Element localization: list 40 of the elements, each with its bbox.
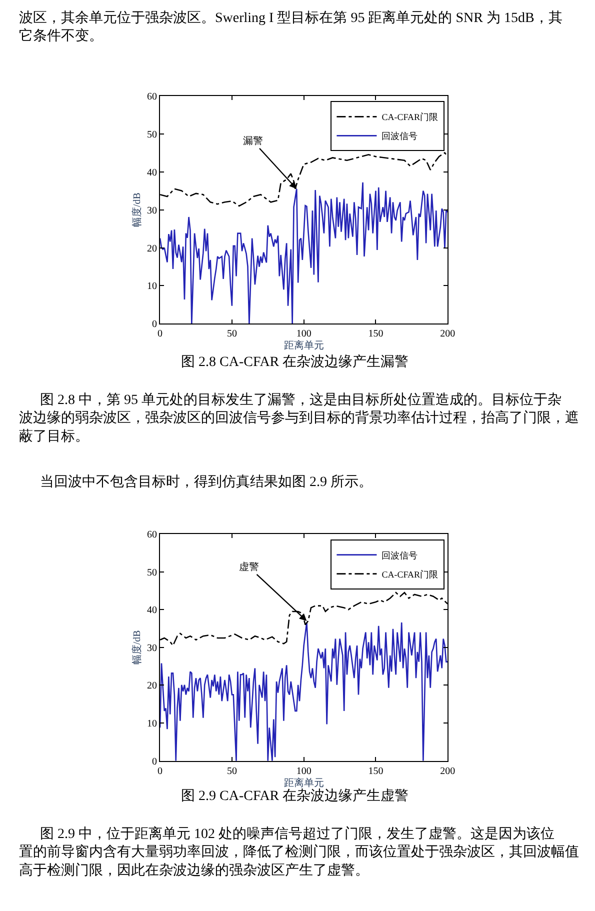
- y-tick-label: 40: [147, 605, 158, 616]
- text: 当回波中不包含目标时，得到仿真结果如图 2.9 所示。: [19, 474, 372, 490]
- y-tick-label: 50: [147, 567, 158, 578]
- y-tick-label: 40: [147, 167, 158, 178]
- y-axis-title: 幅度/dB: [131, 630, 144, 665]
- y-tick-label: 50: [147, 129, 158, 140]
- x-tick-label: 150: [368, 766, 384, 777]
- y-tick-label: 0: [152, 756, 158, 768]
- y-tick-label: 60: [147, 529, 158, 540]
- y-tick-label: 10: [147, 718, 158, 730]
- line-series: [160, 622, 448, 761]
- legend-label: 回波信号: [382, 550, 418, 560]
- x-tick-label: 100: [296, 766, 312, 777]
- y-tick-label: 20: [147, 680, 158, 692]
- x-tick-label: 50: [226, 766, 237, 777]
- y-tick-label: 60: [147, 91, 158, 102]
- x-axis-title: 距离单元: [284, 776, 324, 789]
- x-tick-label: 50: [226, 328, 237, 340]
- caption: 图 2.8 中，第 95 单元处的目标发生了漏警，这是由目标所处位置造成的。目标位于杂波边缘的弱杂波区，强杂波区的回波信号参与到目标的背景功率估计过程，抬高了门限，遮蔽了目标。: [19, 392, 579, 444]
- line-series: [160, 182, 448, 324]
- x-axis-title: 距离单元: [284, 340, 324, 352]
- legend-label: CA-CFAR门限: [382, 569, 438, 580]
- annotation: 虚警: [239, 561, 259, 573]
- x-tick-label: 150: [368, 328, 384, 340]
- y-tick-label: 30: [147, 205, 158, 216]
- legend-label: CA-CFAR门限: [382, 112, 438, 122]
- text: 波区，其余单元位于强杂波区。Swerling I 型目标在第 95 距离单元处的 SNR 为 15dB，其它条件不变。: [19, 10, 562, 44]
- y-axis-title: 幅度/dB: [131, 192, 144, 227]
- x-tick-label: 200: [440, 328, 456, 340]
- caption: 图 2.9 中，位于距离单元 102 处的噪声信号超过了门限，发生了虚警。这是因为该位置的前导窗内含有大量弱功率回波，降低了检测门限，而该位置处于强杂波区，其回波幅值高于检测门限，因此在杂波边缘的强杂波区产生了虚警。: [19, 826, 579, 878]
- text: 图 2.8 CA-CFAR 在杂波边缘产生漏警: [181, 354, 409, 370]
- x-tick-label: 100: [296, 328, 312, 340]
- x-tick-label: 200: [440, 766, 456, 777]
- y-tick-label: 10: [147, 281, 158, 292]
- text: 图 2.9 CA-CFAR 在杂波边缘产生虚警: [181, 788, 409, 804]
- y-tick-label: 0: [152, 319, 158, 330]
- annotation: 漏警: [243, 135, 263, 147]
- y-tick-label: 20: [147, 243, 158, 254]
- legend-label: 回波信号: [382, 131, 418, 142]
- y-tick-label: 30: [147, 642, 158, 654]
